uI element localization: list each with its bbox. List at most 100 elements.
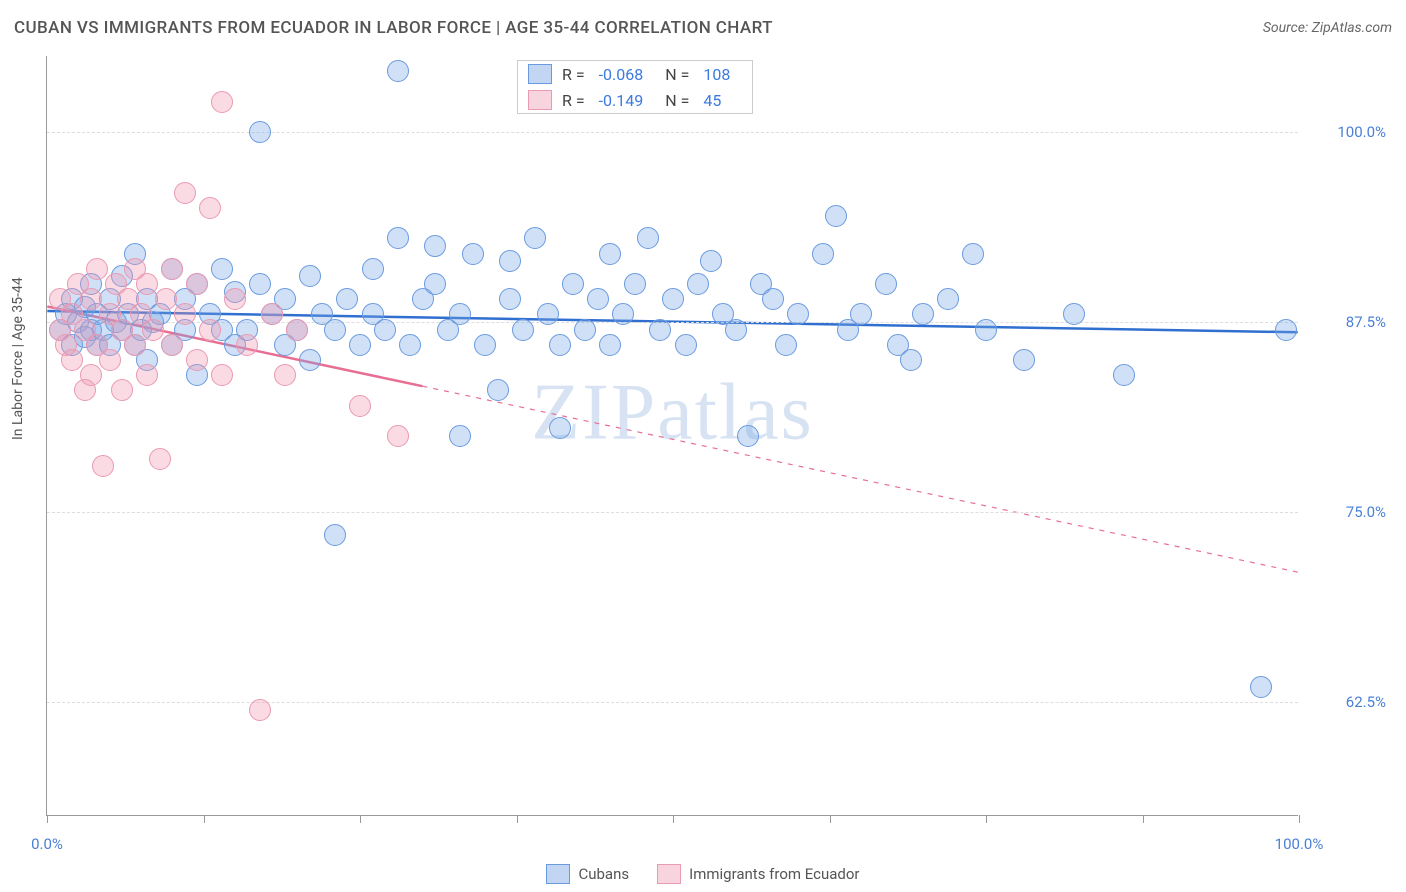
scatter-point	[136, 273, 158, 295]
scatter-point	[211, 364, 233, 386]
scatter-point	[562, 273, 584, 295]
scatter-point	[374, 319, 396, 341]
legend-swatch	[657, 864, 681, 884]
scatter-point	[762, 288, 784, 310]
correlation-stats-box: R =-0.068N =108R =-0.149N =45	[517, 60, 753, 114]
scatter-point	[161, 334, 183, 356]
gridline-h	[47, 702, 1298, 703]
scatter-point	[99, 349, 121, 371]
scatter-point	[149, 448, 171, 470]
scatter-point	[211, 258, 233, 280]
source-label: Source: ZipAtlas.com	[1263, 20, 1392, 36]
scatter-point	[499, 250, 521, 272]
scatter-point	[462, 243, 484, 265]
scatter-point	[700, 250, 722, 272]
scatter-point	[687, 273, 709, 295]
scatter-point	[142, 319, 164, 341]
scatter-point	[962, 243, 984, 265]
scatter-point	[387, 60, 409, 82]
scatter-point	[61, 349, 83, 371]
scatter-point	[186, 349, 208, 371]
scatter-point	[136, 364, 158, 386]
scatter-point	[725, 319, 747, 341]
stats-row: R =-0.149N =45	[518, 87, 752, 113]
scatter-point	[499, 288, 521, 310]
stat-r-label: R =	[562, 65, 585, 84]
scatter-point	[825, 205, 847, 227]
legend-label: Cubans	[578, 865, 629, 883]
watermark: ZIPatlas	[531, 367, 814, 458]
scatter-point	[1250, 676, 1272, 698]
stat-n-value: 108	[703, 65, 730, 84]
scatter-point	[850, 303, 872, 325]
scatter-point	[286, 319, 308, 341]
scatter-point	[624, 273, 646, 295]
scatter-point	[449, 303, 471, 325]
x-tick	[360, 815, 361, 823]
scatter-point	[336, 288, 358, 310]
scatter-point	[675, 334, 697, 356]
scatter-point	[549, 417, 571, 439]
scatter-point	[399, 334, 421, 356]
stat-r-value: -0.068	[599, 65, 644, 84]
scatter-point	[274, 364, 296, 386]
scatter-point	[111, 379, 133, 401]
legend-item: Cubans	[546, 864, 629, 884]
scatter-point	[80, 364, 102, 386]
stat-n-label: N =	[665, 65, 689, 84]
stat-n-value: 45	[703, 91, 721, 110]
scatter-point	[299, 265, 321, 287]
scatter-point	[662, 288, 684, 310]
scatter-point	[649, 319, 671, 341]
scatter-point	[549, 334, 571, 356]
scatter-point	[80, 288, 102, 310]
scatter-point	[912, 303, 934, 325]
scatter-point	[211, 91, 233, 113]
x-tick	[1143, 815, 1144, 823]
chart-title: CUBAN VS IMMIGRANTS FROM ECUADOR IN LABO…	[14, 18, 773, 38]
series-swatch	[528, 64, 552, 84]
scatter-point	[787, 303, 809, 325]
scatter-point	[975, 319, 997, 341]
scatter-point	[537, 303, 559, 325]
stat-r-value: -0.149	[599, 91, 644, 110]
stat-r-label: R =	[562, 91, 585, 110]
x-tick	[986, 815, 987, 823]
gridline-h	[47, 322, 1298, 323]
scatter-point	[249, 699, 271, 721]
stats-row: R = -0.068 N = 108	[518, 61, 752, 87]
scatter-point	[424, 273, 446, 295]
x-tick	[1299, 815, 1300, 823]
x-tick	[517, 815, 518, 823]
scatter-chart: ZIPatlas R =-0.068N =108R =-0.149N =45 6…	[46, 56, 1298, 816]
scatter-point	[637, 227, 659, 249]
x-tick	[673, 815, 674, 823]
scatter-point	[812, 243, 834, 265]
scatter-point	[424, 235, 446, 257]
scatter-point	[236, 334, 258, 356]
y-tick-label: 62.5%	[1346, 693, 1386, 711]
x-tick	[830, 815, 831, 823]
scatter-point	[349, 334, 371, 356]
scatter-point	[174, 182, 196, 204]
scatter-point	[775, 334, 797, 356]
legend-swatch	[546, 864, 570, 884]
scatter-point	[92, 455, 114, 477]
scatter-point	[737, 425, 759, 447]
scatter-point	[124, 334, 146, 356]
scatter-point	[249, 273, 271, 295]
gridline-h	[47, 132, 1298, 133]
x-tick-label: 100.0%	[1275, 835, 1324, 853]
series-swatch	[528, 90, 552, 110]
scatter-point	[387, 425, 409, 447]
scatter-point	[512, 319, 534, 341]
scatter-point	[86, 258, 108, 280]
scatter-point	[174, 303, 196, 325]
scatter-point	[299, 349, 321, 371]
y-axis-label: In Labor Force | Age 35-44	[10, 277, 26, 440]
scatter-point	[574, 319, 596, 341]
trend-line-dashed	[422, 386, 1297, 572]
scatter-point	[199, 197, 221, 219]
scatter-point	[161, 258, 183, 280]
gridline-h	[47, 512, 1298, 513]
